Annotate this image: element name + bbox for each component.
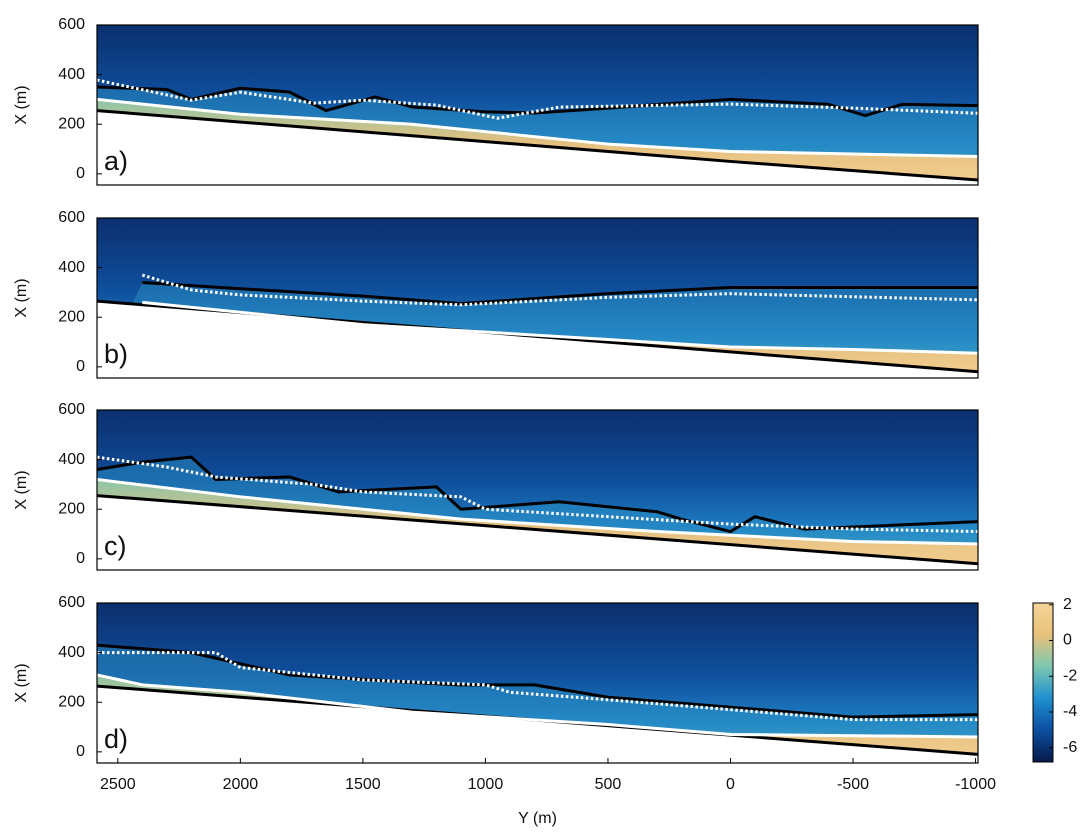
contour-line (97, 494, 978, 566)
plot-area (97, 410, 978, 570)
plot-area (97, 218, 978, 378)
dotted-line (97, 651, 978, 722)
x-tick-label: 1000 (468, 776, 504, 793)
frame (96, 602, 979, 764)
x-tick-label: -1000 (955, 776, 996, 793)
plot-area (97, 25, 978, 185)
y-tick-label: 200 (58, 308, 85, 325)
frame (96, 217, 979, 379)
frame (96, 409, 979, 571)
x-tick-label: 2000 (223, 776, 259, 793)
y-tick-label: 200 (58, 693, 85, 710)
contour-line (142, 300, 978, 355)
y-axis-label: X (m) (13, 663, 30, 702)
x-tick-label: 0 (726, 776, 735, 793)
y-tick-label: 400 (58, 259, 85, 276)
y-tick-label: 0 (76, 743, 85, 760)
colorbar-tick-label: -4 (1063, 703, 1077, 720)
colorbar-tick-label: 2 (1063, 596, 1072, 613)
y-tick-label: 600 (58, 594, 85, 611)
panel-label: d) (104, 724, 128, 754)
y-tick-label: 600 (58, 16, 85, 33)
colorbar-tick-label: -2 (1063, 667, 1077, 684)
y-tick-label: 400 (58, 451, 85, 468)
contour-line (97, 455, 978, 534)
x-tick-label: -500 (837, 776, 869, 793)
contour-line (97, 673, 978, 739)
x-axis-label: Y (m) (518, 810, 557, 827)
colorbar-tick-label: 0 (1063, 632, 1072, 649)
y-tick-label: 0 (76, 550, 85, 567)
panel-label: b) (104, 339, 128, 369)
y-tick-label: 200 (58, 500, 85, 517)
contour-line (97, 643, 978, 719)
no-data (97, 495, 978, 570)
plot-area (97, 603, 978, 763)
y-tick-label: 0 (76, 358, 85, 375)
y-tick-label: 400 (58, 644, 85, 661)
dotted-line (97, 455, 978, 534)
x-tick-label: 2500 (100, 776, 136, 793)
dotted-line (141, 273, 978, 307)
colorbar-tick-label: -6 (1063, 739, 1077, 756)
x-tick-label: 1500 (345, 776, 381, 793)
y-axis-label: X (m) (13, 278, 30, 317)
y-axis-label: X (m) (13, 85, 30, 124)
y-tick-label: 400 (58, 66, 85, 83)
y-tick-label: 600 (58, 401, 85, 418)
contour-line (97, 85, 978, 118)
frame (96, 24, 979, 186)
panel-label: c) (104, 531, 127, 561)
y-tick-label: 600 (58, 209, 85, 226)
panel-label: a) (104, 146, 128, 176)
contour-line (97, 97, 978, 158)
contour-line (97, 109, 978, 182)
contour-line (97, 477, 978, 546)
y-axis-label: X (m) (13, 470, 30, 509)
y-tick-label: 200 (58, 115, 85, 132)
dotted-line (97, 78, 978, 120)
y-tick-label: 0 (76, 165, 85, 182)
colorbar (1032, 602, 1054, 763)
no-data (97, 686, 978, 763)
x-tick-label: 500 (595, 776, 622, 793)
